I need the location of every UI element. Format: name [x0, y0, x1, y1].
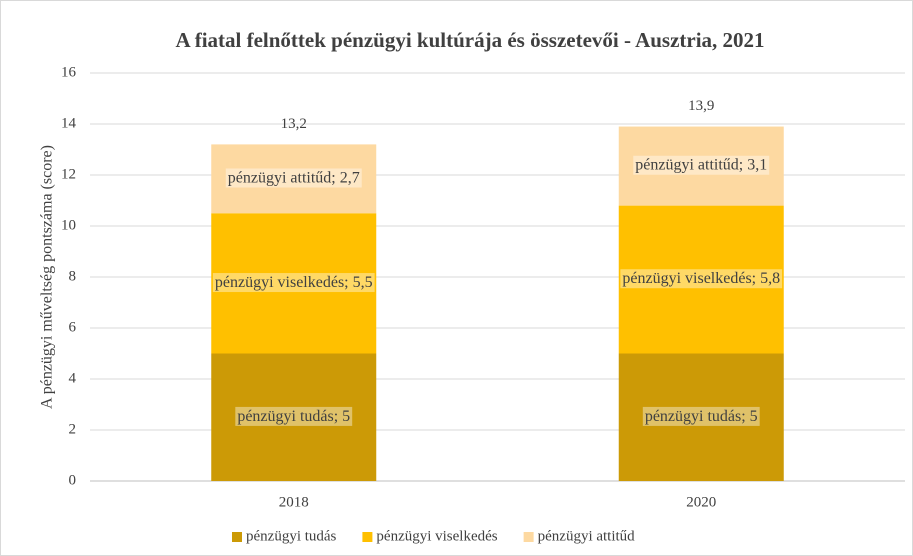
bar-segment: [618, 353, 784, 481]
data-label: pénzügyi attitűd; 3,1: [635, 157, 767, 174]
bar-segment: [211, 144, 377, 214]
y-tick-label: 6: [69, 319, 77, 335]
bar-segment: [211, 353, 377, 481]
data-label-bg: [620, 269, 783, 289]
data-label-group: pénzügyi attitűd; 2,7: [225, 168, 362, 188]
y-tick-label: 8: [69, 268, 77, 284]
data-label: pénzügyi tudás; 5: [645, 408, 758, 425]
legend-swatch: [523, 532, 534, 542]
bar-segment: [211, 213, 377, 354]
bar-segment: [618, 126, 784, 206]
legend-label: pénzügyi viselkedés: [376, 528, 497, 544]
data-label-group: pénzügyi viselkedés; 5,5: [212, 273, 375, 293]
data-label: pénzügyi attitűd; 2,7: [228, 169, 360, 186]
y-tick-label: 14: [61, 115, 77, 131]
total-label: 13,9: [688, 98, 714, 114]
data-label-group: pénzügyi tudás; 5: [235, 406, 353, 426]
data-label-group: pénzügyi viselkedés; 5,8: [620, 269, 783, 289]
data-label-bg: [225, 168, 362, 188]
data-label: pénzügyi viselkedés; 5,5: [215, 274, 373, 291]
y-tick-label: 10: [61, 217, 76, 233]
data-label-bg: [235, 406, 353, 426]
y-tick-label: 2: [69, 421, 77, 437]
legend-swatch: [362, 532, 373, 542]
data-label-bg: [212, 273, 375, 293]
y-tick-label: 16: [61, 64, 77, 80]
y-tick-label: 0: [69, 472, 77, 488]
legend-label: pénzügyi attitűd: [538, 528, 636, 544]
data-label-group: pénzügyi tudás; 5: [642, 406, 760, 426]
x-tick-label: 2020: [686, 494, 716, 510]
y-tick-label: 12: [61, 166, 76, 182]
bar-segment: [618, 205, 784, 354]
data-label: pénzügyi tudás; 5: [237, 408, 350, 425]
chart-title: A fiatal felnőttek pénzügyi kultúrája és…: [175, 28, 764, 52]
data-label: pénzügyi viselkedés; 5,8: [622, 270, 780, 287]
legend-label: pénzügyi tudás: [246, 528, 337, 544]
data-label-bg: [633, 155, 770, 175]
data-label-bg: [642, 406, 760, 426]
y-tick-label: 4: [69, 370, 77, 386]
y-axis-label: A pénzügyi műveltség pontszáma (score): [39, 145, 56, 409]
total-label: 13,2: [281, 116, 307, 132]
data-label-group: pénzügyi attitűd; 3,1: [633, 155, 770, 175]
legend-swatch: [232, 532, 242, 542]
x-tick-label: 2018: [279, 494, 309, 510]
